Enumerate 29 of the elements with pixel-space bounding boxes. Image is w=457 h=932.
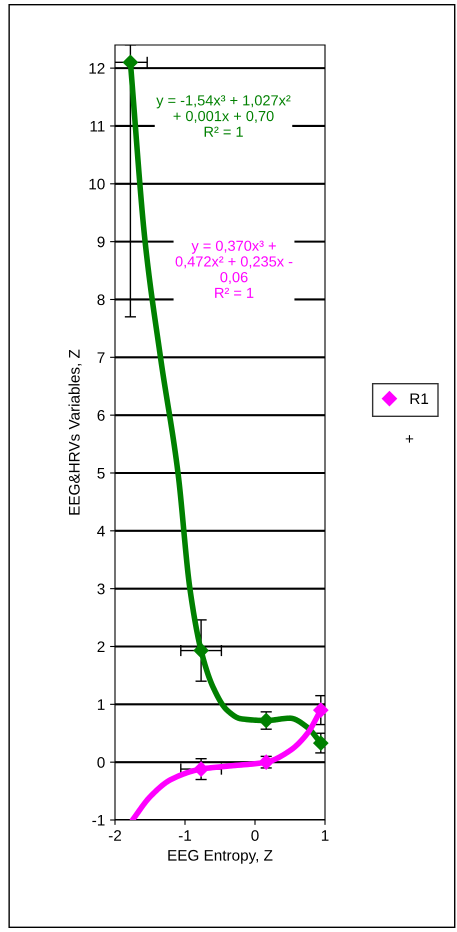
text: + <box>406 435 414 443</box>
y-tick-label: 8 <box>97 294 105 306</box>
point <box>313 736 328 751</box>
x-tick-label: 0 <box>251 830 259 841</box>
y-tick-label: 7 <box>98 352 105 363</box>
x-axis-title: EEG Entropy, Z <box>168 850 272 864</box>
x-tick-label: 1 <box>322 830 329 841</box>
y-tick-label: 6 <box>98 410 105 421</box>
x-tick-label: -1 <box>178 830 192 841</box>
point <box>194 762 209 777</box>
point <box>194 642 209 658</box>
y-tick-label: 9 <box>98 236 105 248</box>
y-tick-label: 11 <box>90 120 105 132</box>
point <box>122 54 138 70</box>
y-tick-label: 2 <box>98 641 105 652</box>
y-tick-label: 4 <box>97 526 105 536</box>
annotation: y = 0,370x³ + 0,472x² + 0,235x - 0,06 R² = 1 <box>176 240 292 298</box>
legend-label: R1 <box>410 393 428 404</box>
y-tick-label: 12 <box>89 63 105 74</box>
y-tick-label: 0 <box>97 757 105 768</box>
y-axis-title: EEG&HRVs Variables, Z <box>68 350 82 515</box>
x-tick-label: -2 <box>108 830 122 841</box>
y-tick-label: 1 <box>98 699 105 710</box>
y-tick-label: 10 <box>89 178 105 190</box>
point <box>313 702 328 718</box>
y-tick-label: 3 <box>97 584 105 594</box>
y-tick-label: -1 <box>92 815 105 826</box>
annotation: y = -1,54x³ + 1,027x² + 0,001x + 0,70 R² = 1 <box>156 95 291 137</box>
y-tick-label: 5 <box>97 468 105 479</box>
